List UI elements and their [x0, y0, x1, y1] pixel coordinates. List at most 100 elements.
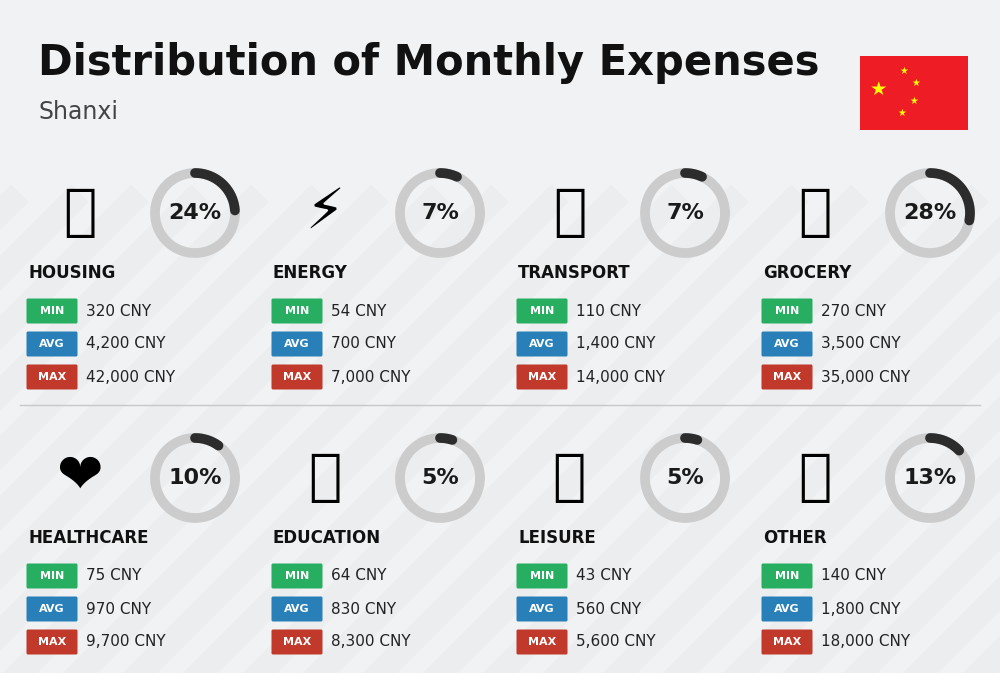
Text: 28%: 28%	[903, 203, 957, 223]
Text: 7,000 CNY: 7,000 CNY	[331, 369, 411, 384]
Text: 10%: 10%	[168, 468, 222, 488]
Text: 270 CNY: 270 CNY	[821, 304, 886, 318]
Text: 9,700 CNY: 9,700 CNY	[86, 635, 166, 649]
Text: Distribution of Monthly Expenses: Distribution of Monthly Expenses	[38, 42, 820, 84]
Text: 5%: 5%	[421, 468, 459, 488]
Text: MIN: MIN	[40, 571, 64, 581]
FancyBboxPatch shape	[272, 629, 322, 655]
Text: ★: ★	[869, 79, 887, 98]
Text: MAX: MAX	[773, 372, 801, 382]
Text: HEALTHCARE: HEALTHCARE	[28, 529, 148, 547]
FancyBboxPatch shape	[860, 56, 968, 130]
Text: AVG: AVG	[284, 604, 310, 614]
Text: 43 CNY: 43 CNY	[576, 569, 632, 583]
Text: 320 CNY: 320 CNY	[86, 304, 151, 318]
Text: ★: ★	[912, 78, 920, 88]
FancyBboxPatch shape	[26, 365, 78, 390]
Text: 5%: 5%	[666, 468, 704, 488]
FancyBboxPatch shape	[26, 596, 78, 621]
FancyBboxPatch shape	[762, 365, 812, 390]
FancyBboxPatch shape	[26, 563, 78, 588]
Text: AVG: AVG	[774, 604, 800, 614]
Text: MIN: MIN	[285, 306, 309, 316]
Text: AVG: AVG	[284, 339, 310, 349]
Text: 110 CNY: 110 CNY	[576, 304, 641, 318]
Text: ENERGY: ENERGY	[273, 264, 348, 282]
Text: 64 CNY: 64 CNY	[331, 569, 386, 583]
Text: 24%: 24%	[168, 203, 222, 223]
Text: MAX: MAX	[38, 372, 66, 382]
Text: AVG: AVG	[39, 604, 65, 614]
Text: 830 CNY: 830 CNY	[331, 602, 396, 616]
Text: GROCERY: GROCERY	[763, 264, 851, 282]
Text: MAX: MAX	[528, 372, 556, 382]
Text: 4,200 CNY: 4,200 CNY	[86, 336, 166, 351]
Text: 18,000 CNY: 18,000 CNY	[821, 635, 910, 649]
Text: 14,000 CNY: 14,000 CNY	[576, 369, 665, 384]
Text: AVG: AVG	[39, 339, 65, 349]
FancyBboxPatch shape	[516, 596, 568, 621]
FancyBboxPatch shape	[762, 332, 812, 357]
Text: TRANSPORT: TRANSPORT	[518, 264, 631, 282]
FancyBboxPatch shape	[516, 332, 568, 357]
Text: 🛍️: 🛍️	[553, 451, 587, 505]
FancyBboxPatch shape	[272, 563, 322, 588]
FancyBboxPatch shape	[762, 596, 812, 621]
Text: 970 CNY: 970 CNY	[86, 602, 151, 616]
Text: EDUCATION: EDUCATION	[273, 529, 381, 547]
Text: 1,800 CNY: 1,800 CNY	[821, 602, 900, 616]
FancyBboxPatch shape	[272, 332, 322, 357]
Text: MAX: MAX	[528, 637, 556, 647]
Text: AVG: AVG	[529, 339, 555, 349]
Text: MIN: MIN	[530, 571, 554, 581]
Text: 🏢: 🏢	[63, 186, 97, 240]
Text: MIN: MIN	[775, 306, 799, 316]
FancyBboxPatch shape	[516, 563, 568, 588]
Text: ★: ★	[900, 66, 908, 76]
Text: MIN: MIN	[530, 306, 554, 316]
Text: 75 CNY: 75 CNY	[86, 569, 141, 583]
Text: ❤️: ❤️	[57, 451, 103, 505]
FancyBboxPatch shape	[26, 629, 78, 655]
Text: 7%: 7%	[421, 203, 459, 223]
Text: ⚡: ⚡	[306, 186, 344, 240]
FancyBboxPatch shape	[26, 332, 78, 357]
Text: 🛒: 🛒	[798, 186, 832, 240]
Text: MAX: MAX	[283, 637, 311, 647]
Text: 560 CNY: 560 CNY	[576, 602, 641, 616]
FancyBboxPatch shape	[272, 596, 322, 621]
Text: 42,000 CNY: 42,000 CNY	[86, 369, 175, 384]
Text: 54 CNY: 54 CNY	[331, 304, 386, 318]
Text: 🎓: 🎓	[308, 451, 342, 505]
Text: 8,300 CNY: 8,300 CNY	[331, 635, 411, 649]
Text: MAX: MAX	[283, 372, 311, 382]
Text: 1,400 CNY: 1,400 CNY	[576, 336, 656, 351]
FancyBboxPatch shape	[272, 299, 322, 324]
Text: AVG: AVG	[529, 604, 555, 614]
Text: AVG: AVG	[774, 339, 800, 349]
Text: 13%: 13%	[903, 468, 957, 488]
FancyBboxPatch shape	[516, 629, 568, 655]
Text: MIN: MIN	[285, 571, 309, 581]
FancyBboxPatch shape	[272, 365, 322, 390]
Text: 💰: 💰	[798, 451, 832, 505]
FancyBboxPatch shape	[26, 299, 78, 324]
Text: ★: ★	[898, 108, 906, 118]
Text: 5,600 CNY: 5,600 CNY	[576, 635, 656, 649]
Text: MAX: MAX	[38, 637, 66, 647]
Text: MAX: MAX	[773, 637, 801, 647]
Text: 🚌: 🚌	[553, 186, 587, 240]
FancyBboxPatch shape	[762, 563, 812, 588]
FancyBboxPatch shape	[762, 299, 812, 324]
Text: 7%: 7%	[666, 203, 704, 223]
Text: 140 CNY: 140 CNY	[821, 569, 886, 583]
Text: 3,500 CNY: 3,500 CNY	[821, 336, 901, 351]
Text: LEISURE: LEISURE	[518, 529, 596, 547]
Text: HOUSING: HOUSING	[28, 264, 115, 282]
FancyBboxPatch shape	[762, 629, 812, 655]
Text: Shanxi: Shanxi	[38, 100, 118, 124]
Text: MIN: MIN	[40, 306, 64, 316]
Text: MIN: MIN	[775, 571, 799, 581]
Text: ★: ★	[910, 96, 918, 106]
FancyBboxPatch shape	[516, 299, 568, 324]
